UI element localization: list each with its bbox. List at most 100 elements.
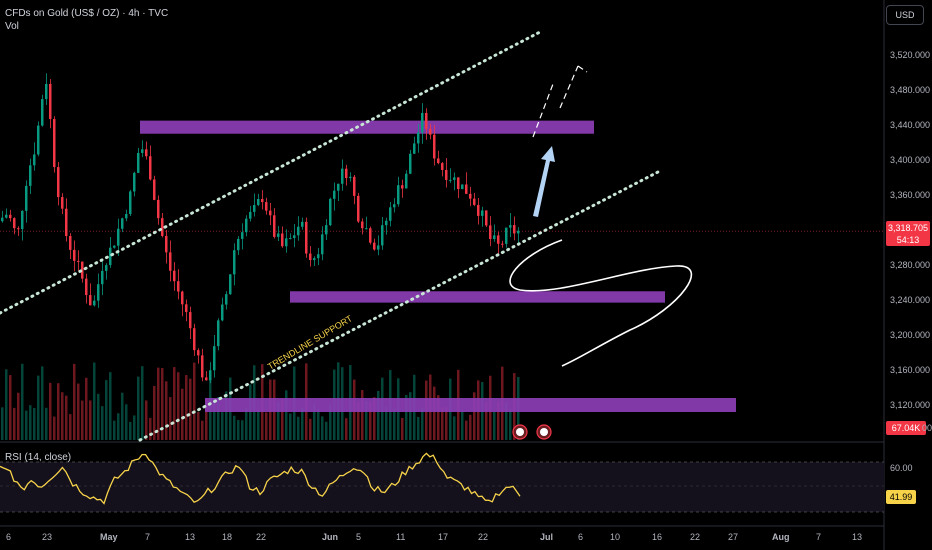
volume-bar (45, 407, 48, 440)
time-axis[interactable]: 6 23 May 7 13 18 22 Jun 5 11 17 22 Jul 6 10 16 22 27 Aug 7 1… (6, 532, 862, 542)
candle-body (353, 176, 356, 196)
volume-bar (361, 390, 364, 440)
volume-bar (181, 388, 184, 440)
candle-body (21, 210, 24, 229)
candle-body (421, 112, 424, 133)
volume-bar (33, 408, 36, 440)
candle-body (377, 245, 380, 250)
candle-body (241, 232, 244, 239)
volume-bar (161, 368, 164, 440)
candle-body (197, 350, 200, 356)
projection-arrow[interactable] (533, 146, 555, 217)
volume-bar (417, 416, 420, 440)
candle-body (313, 258, 316, 261)
price-tick: 3,360.000 (890, 190, 930, 200)
volume-bar (213, 398, 216, 440)
candle-body (41, 99, 44, 126)
candle-body (129, 191, 132, 214)
price-axis[interactable]: 3,520.000 3,480.000 3,440.000 3,400.000 3,36… (890, 50, 930, 410)
volume-indicator-label[interactable]: Vol (5, 21, 19, 32)
candle-body (213, 346, 216, 371)
candle-body (509, 225, 512, 228)
candle-body (13, 218, 16, 229)
candle-body (357, 195, 360, 222)
candle-body (461, 184, 464, 189)
candle-body (405, 173, 408, 189)
rsi-axis-tick: 60.00 (890, 463, 913, 473)
candle-body (277, 233, 280, 237)
candle-body (181, 291, 184, 305)
projection-dashed-path (532, 65, 588, 138)
time-label: 22 (478, 532, 488, 542)
time-label: 13 (852, 532, 862, 542)
current-price-tag: 3,318.705 54:13 (886, 221, 930, 246)
candle-body (269, 210, 272, 216)
time-label: 5 (356, 532, 361, 542)
candle-body (493, 235, 496, 240)
channel-lower-line[interactable] (138, 170, 660, 442)
supply-demand-zones[interactable] (140, 120, 736, 412)
price-tick: 3,400.000 (890, 155, 930, 165)
price-tick: 3,280.000 (890, 260, 930, 270)
volume-bar (365, 400, 368, 440)
event-marker[interactable] (536, 424, 552, 440)
candle-body (45, 84, 48, 100)
candle-body (305, 221, 308, 254)
volume-bar (205, 398, 208, 440)
volume-bar (221, 412, 224, 440)
price-tick: 3,520.000 (890, 50, 930, 60)
volume-bar (321, 416, 324, 440)
price-zone[interactable] (290, 291, 665, 303)
volume-bar (297, 416, 300, 440)
volume-bar (445, 407, 448, 440)
time-label: 6 (578, 532, 583, 542)
price-zone[interactable] (205, 398, 736, 412)
candle-body (249, 211, 252, 219)
candle-body (393, 204, 396, 208)
volume-bar (301, 407, 304, 440)
candle-body (253, 205, 256, 212)
candle-body (289, 238, 292, 240)
volume-bar (13, 407, 16, 440)
volume-bar (17, 392, 20, 440)
volume-bar (169, 397, 172, 440)
volume-bar (125, 404, 128, 440)
bar-countdown: 54:13 (896, 235, 920, 245)
price-zone[interactable] (140, 120, 594, 134)
currency-button[interactable]: USD (886, 5, 924, 25)
volume-bar (485, 402, 488, 440)
channel-upper-line[interactable] (0, 30, 542, 315)
volume-bar (9, 375, 12, 440)
candle-body (205, 377, 208, 381)
volume-bar (385, 406, 388, 440)
volume-bar (25, 410, 28, 440)
candle-body (433, 134, 436, 159)
candle-body (101, 270, 104, 285)
candle-body (245, 218, 248, 233)
volume-bar (193, 362, 196, 440)
rsi-indicator-label[interactable]: RSI (14, close) (5, 452, 72, 463)
volume-bar (145, 400, 148, 440)
candle-body (157, 199, 160, 219)
candlesticks (1, 73, 520, 384)
chart-title[interactable]: CFDs on Gold (US$ / OZ) · 4h · TVC (5, 8, 169, 19)
volume-bar (313, 403, 316, 440)
candle-body (53, 119, 56, 168)
candle-body (441, 163, 444, 170)
drawn-curve-annotation[interactable] (509, 239, 693, 367)
event-marker[interactable] (512, 424, 528, 440)
candle-body (385, 220, 388, 226)
candle-body (33, 154, 36, 166)
volume-bar (49, 382, 52, 440)
candle-body (477, 204, 480, 216)
volume-bar (21, 363, 24, 440)
candle-body (65, 208, 68, 237)
volume-bar (77, 383, 80, 440)
volume-bar (69, 414, 72, 440)
time-label: 6 (6, 532, 11, 542)
volume-bar (237, 420, 240, 440)
volume-bar (165, 381, 168, 440)
volume-bar (177, 372, 180, 440)
candle-body (369, 228, 372, 243)
